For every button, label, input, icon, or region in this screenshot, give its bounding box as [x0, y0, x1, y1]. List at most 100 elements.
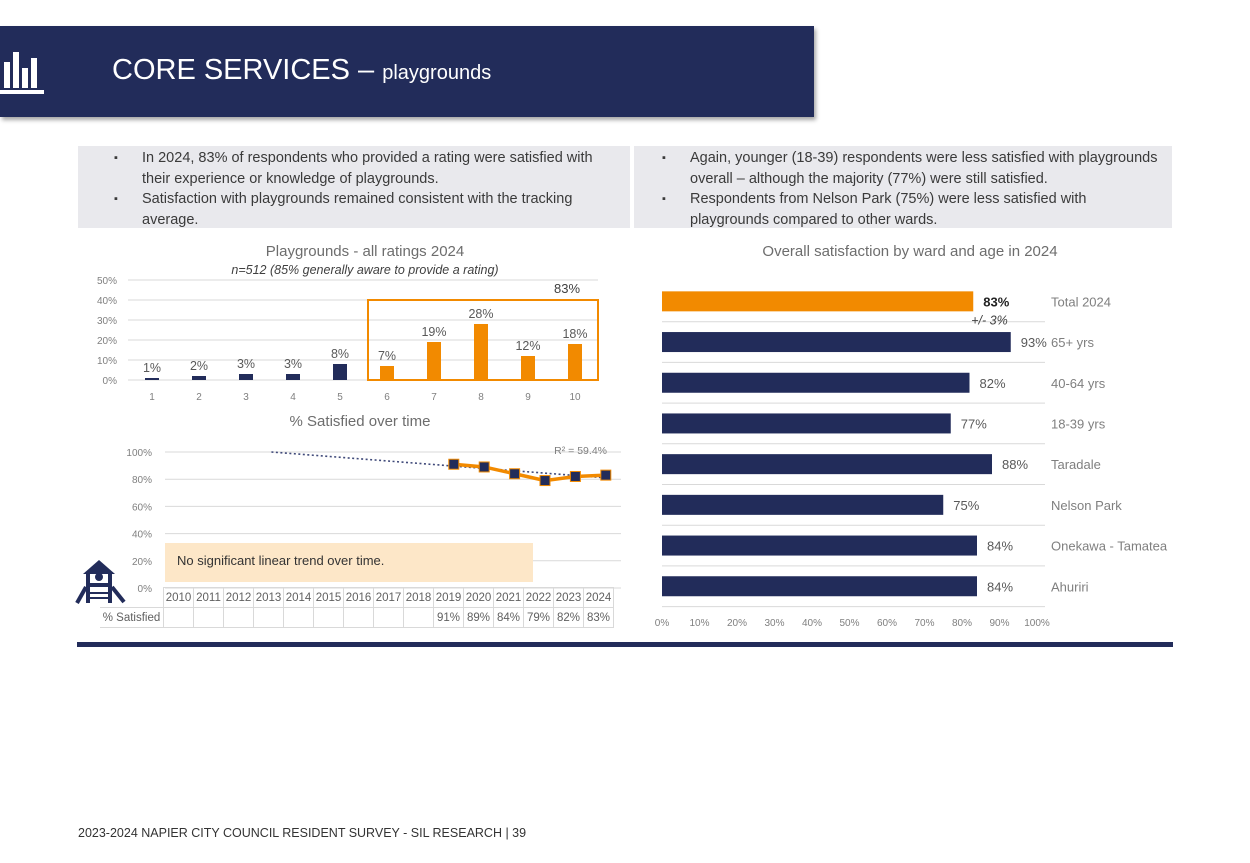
ward-xtick-label: 70%: [914, 618, 934, 629]
bullet-right-1: Again, younger (18-39) respondents were …: [662, 148, 1166, 189]
trend-series-line: [453, 462, 606, 483]
ward-data-label: 83%: [983, 294, 1009, 309]
table-value-cell: 83%: [583, 607, 614, 628]
page-title-main: CORE SERVICES –: [112, 54, 375, 86]
ratings-bar: [192, 376, 206, 380]
ward-xtick-label: 20%: [727, 618, 747, 629]
table-value-cell: 91%: [433, 607, 464, 628]
ward-bar: [662, 332, 1011, 353]
ward-bar: [662, 291, 974, 312]
bullet-left-2: Satisfaction with playgrounds remained c…: [114, 189, 610, 230]
ward-xtick-label: 50%: [839, 618, 859, 629]
table-value-cell: [163, 607, 194, 628]
bullets-left: In 2024, 83% of respondents who provided…: [78, 146, 630, 228]
ward-category-label: Onekawa - Tamatea: [1051, 539, 1168, 554]
bullets-right: Again, younger (18-39) respondents were …: [634, 146, 1172, 228]
table-value-cell: [313, 607, 344, 628]
trend-ytick-label: 40%: [132, 530, 152, 541]
ratings-xtick-label: 8: [478, 392, 484, 403]
table-row-values: % Satisfied 91% 89% 84% 79% 82% 83%: [100, 607, 614, 628]
playground-icon: [75, 560, 126, 604]
trend-r2-label: R² = 59.4%: [554, 445, 607, 457]
trend-line: [271, 451, 606, 479]
ratings-data-label: 18%: [562, 327, 587, 341]
ratings-bar: [568, 344, 582, 380]
trend-note-box: No significant linear trend over time.: [165, 543, 533, 582]
trend-ytick-label: 20%: [132, 557, 152, 568]
trend-marker: [509, 468, 521, 480]
table-value-cell: 84%: [493, 607, 524, 628]
ratings-xtick-label: 2: [196, 392, 202, 403]
ward-xtick-label: 80%: [952, 618, 972, 629]
table-year-cell: 2015: [313, 587, 344, 608]
ward-category-label: Ahuriri: [1051, 579, 1089, 594]
ratings-ytick-label: 10%: [97, 356, 117, 367]
table-year-cell: 2020: [463, 587, 494, 608]
table-value-cell: 79%: [523, 607, 554, 628]
ward-data-label: 75%: [953, 498, 979, 513]
table-value-cell: [223, 607, 254, 628]
table-year-cell: 2014: [283, 587, 314, 608]
page-title-sub: playgrounds: [382, 62, 492, 84]
bullet-right-2: Respondents from Nelson Park (75%) were …: [662, 189, 1166, 230]
table-year-cell: 2024: [583, 587, 614, 608]
table-row-label: % Satisfied: [100, 607, 164, 628]
ward-category-label: Nelson Park: [1051, 498, 1122, 513]
ratings-bar: [145, 378, 159, 380]
ratings-data-label: 28%: [468, 307, 493, 321]
ward-chart-title: Overall satisfaction by ward and age in …: [762, 243, 1058, 260]
table-row-years: 2010 2011 2012 2013 2014 2015 2016 2017 2018 2019…: [100, 587, 614, 608]
ratings-bar: [239, 374, 253, 380]
ratings-data-label: 19%: [421, 325, 446, 339]
table-value-cell: [283, 607, 314, 628]
trend-ytick-label: 60%: [132, 502, 152, 513]
table-year-cell: 2013: [253, 587, 284, 608]
ward-category-label: Total 2024: [1051, 294, 1111, 309]
ratings-ytick-label: 50%: [97, 276, 117, 287]
ward-data-label: 82%: [980, 376, 1006, 391]
ratings-xtick-label: 9: [525, 392, 531, 403]
page-title: CORE SERVICES – playgrounds: [112, 54, 491, 87]
ratings-highlight-box: [367, 299, 599, 381]
ratings-bar: [286, 374, 300, 380]
trend-marker: [448, 458, 460, 470]
trend-marker: [600, 469, 612, 481]
ratings-bar: [333, 364, 347, 380]
ward-data-label: 84%: [987, 539, 1013, 554]
ward-bar: [662, 494, 944, 515]
table-year-cell: 2023: [553, 587, 584, 608]
trend-marker: [539, 475, 551, 487]
ward-category-label: 65+ yrs: [1051, 335, 1094, 350]
ratings-data-label: 7%: [378, 349, 396, 363]
trend-marker: [478, 461, 490, 473]
ward-data-label: 77%: [961, 416, 987, 431]
ratings-xtick-label: 5: [337, 392, 343, 403]
section-divider: [77, 642, 1173, 647]
table-year-cell: 2019: [433, 587, 464, 608]
ratings-ytick-label: 30%: [97, 316, 117, 327]
ratings-bar: [521, 356, 535, 380]
ward-bar: [662, 535, 977, 556]
table-year-cell: 2022: [523, 587, 554, 608]
ward-category-label: 18-39 yrs: [1051, 416, 1106, 431]
ratings-data-label: 3%: [237, 357, 255, 371]
ratings-xtick-label: 3: [243, 392, 249, 403]
ratings-xtick-label: 4: [290, 392, 296, 403]
ratings-ytick-label: 40%: [97, 296, 117, 307]
ward-xtick-label: 0%: [655, 618, 670, 629]
ratings-highlight-label: 83%: [554, 281, 580, 296]
table-year-cell: 2021: [493, 587, 524, 608]
table-value-cell: [403, 607, 434, 628]
ward-category-label: Taradale: [1051, 457, 1101, 472]
header-banner: CORE SERVICES – playgrounds: [0, 26, 814, 117]
ward-data-label: 84%: [987, 579, 1013, 594]
ward-xtick-label: 100%: [1024, 618, 1050, 629]
trend-marker: [569, 470, 581, 482]
table-value-cell: [253, 607, 284, 628]
ratings-data-label: 8%: [331, 347, 349, 361]
ratings-data-label: 3%: [284, 357, 302, 371]
ratings-bar: [427, 342, 441, 380]
ward-bar: [662, 372, 970, 393]
ward-bar: [662, 413, 951, 434]
